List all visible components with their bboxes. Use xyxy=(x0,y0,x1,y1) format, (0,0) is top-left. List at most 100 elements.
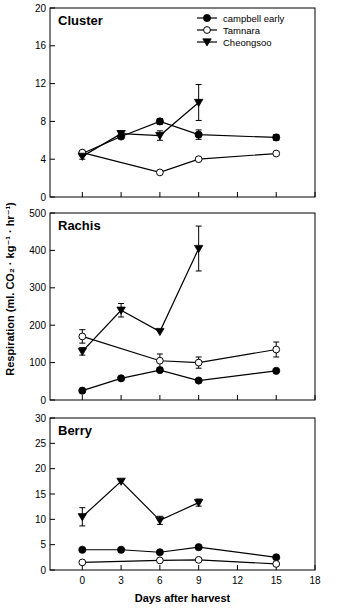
data-point xyxy=(79,559,86,566)
x-tick xyxy=(315,565,316,570)
y-tick xyxy=(50,519,55,520)
error-cap xyxy=(118,303,124,304)
error-cap xyxy=(79,329,85,330)
error-cap xyxy=(118,316,124,317)
panel: 0510152025300369121518Berry xyxy=(35,413,321,587)
y-tick-label: 8 xyxy=(40,116,46,127)
x-tick xyxy=(315,192,316,197)
y-tick xyxy=(50,443,55,444)
series-line xyxy=(82,370,276,391)
x-tick xyxy=(82,395,83,400)
panel-title: Cluster xyxy=(58,13,103,28)
series-line xyxy=(82,121,276,153)
y-tick-label: 5 xyxy=(40,539,46,550)
data-point xyxy=(78,514,86,521)
data-point xyxy=(156,366,163,373)
y-tick-label: 400 xyxy=(29,245,46,256)
x-tick xyxy=(315,395,316,400)
data-point xyxy=(273,346,280,353)
legend-marker xyxy=(203,39,211,46)
data-point xyxy=(78,348,86,355)
y-tick xyxy=(50,468,55,469)
series-line xyxy=(82,547,276,557)
data-point xyxy=(156,169,163,176)
legend-label: campbell early xyxy=(223,13,284,24)
error-cap xyxy=(157,130,163,131)
data-point xyxy=(195,556,202,563)
data-point xyxy=(273,134,280,141)
panel-title: Berry xyxy=(58,423,93,438)
x-tick xyxy=(121,395,122,400)
error-cap xyxy=(196,270,202,271)
y-tick xyxy=(50,121,55,122)
legend-label: Tamnara xyxy=(223,25,261,36)
series-line xyxy=(82,153,276,173)
data-point xyxy=(273,554,280,561)
y-tick-label: 4 xyxy=(40,154,46,165)
data-point xyxy=(78,153,86,160)
y-tick-label: 25 xyxy=(35,438,47,449)
y-tick-label: 20 xyxy=(35,3,47,14)
y-tick xyxy=(50,159,55,160)
y-tick xyxy=(50,197,55,198)
error-cap xyxy=(157,353,163,354)
x-tick xyxy=(237,565,238,570)
x-tick xyxy=(121,565,122,570)
x-tick-label: 9 xyxy=(196,575,202,586)
y-tick xyxy=(50,570,55,571)
y-tick xyxy=(50,362,55,363)
error-cap xyxy=(273,342,279,343)
data-point xyxy=(156,118,163,125)
panel-title: Rachis xyxy=(58,218,101,233)
panel: 048121620Clustercampbell earlyTamnaraChe… xyxy=(35,3,315,203)
y-tick xyxy=(50,45,55,46)
data-point xyxy=(195,131,202,138)
data-point xyxy=(194,99,202,106)
data-point xyxy=(79,546,86,553)
error-cap xyxy=(196,368,202,369)
data-point xyxy=(117,478,125,485)
x-tick xyxy=(276,395,277,400)
x-tick xyxy=(198,565,199,570)
x-tick-label: 18 xyxy=(309,575,321,586)
y-tick xyxy=(50,287,55,288)
error-cap xyxy=(273,356,279,357)
error-bar xyxy=(157,354,163,367)
legend-marker xyxy=(203,14,210,21)
y-tick-label: 20 xyxy=(35,463,47,474)
y-tick-label: 0 xyxy=(40,395,46,406)
legend-marker xyxy=(204,27,211,34)
x-axis-label: Days after harvest xyxy=(135,592,231,604)
series-line xyxy=(82,249,198,352)
y-tick xyxy=(50,83,55,84)
y-tick xyxy=(50,418,55,419)
x-tick xyxy=(237,192,238,197)
data-group xyxy=(78,478,280,567)
y-tick-label: 100 xyxy=(29,357,46,368)
x-tick xyxy=(276,192,277,197)
y-tick xyxy=(50,8,55,9)
error-bar xyxy=(196,357,202,368)
y-tick xyxy=(50,544,55,545)
series-line xyxy=(82,481,198,520)
error-bar xyxy=(196,130,202,139)
x-tick xyxy=(198,192,199,197)
data-point xyxy=(117,131,125,138)
x-tick xyxy=(121,192,122,197)
y-tick-label: 0 xyxy=(40,192,46,203)
data-point xyxy=(195,544,202,551)
y-tick-label: 0 xyxy=(40,565,46,576)
data-point xyxy=(117,375,124,382)
data-group xyxy=(78,85,280,176)
y-tick xyxy=(50,494,55,495)
series-line xyxy=(82,336,276,362)
x-tick-label: 15 xyxy=(271,575,283,586)
plot-frame xyxy=(50,8,315,197)
y-axis-label: Respiration (ml. CO₂ · kg⁻¹ · hr⁻¹) xyxy=(4,202,16,376)
y-tick-label: 15 xyxy=(35,489,47,500)
y-tick-label: 500 xyxy=(29,208,46,219)
error-cap xyxy=(196,129,202,130)
figure: 048121620Clustercampbell earlyTamnaraChe… xyxy=(0,0,344,609)
y-tick-label: 30 xyxy=(35,413,47,424)
error-bar xyxy=(273,342,279,357)
